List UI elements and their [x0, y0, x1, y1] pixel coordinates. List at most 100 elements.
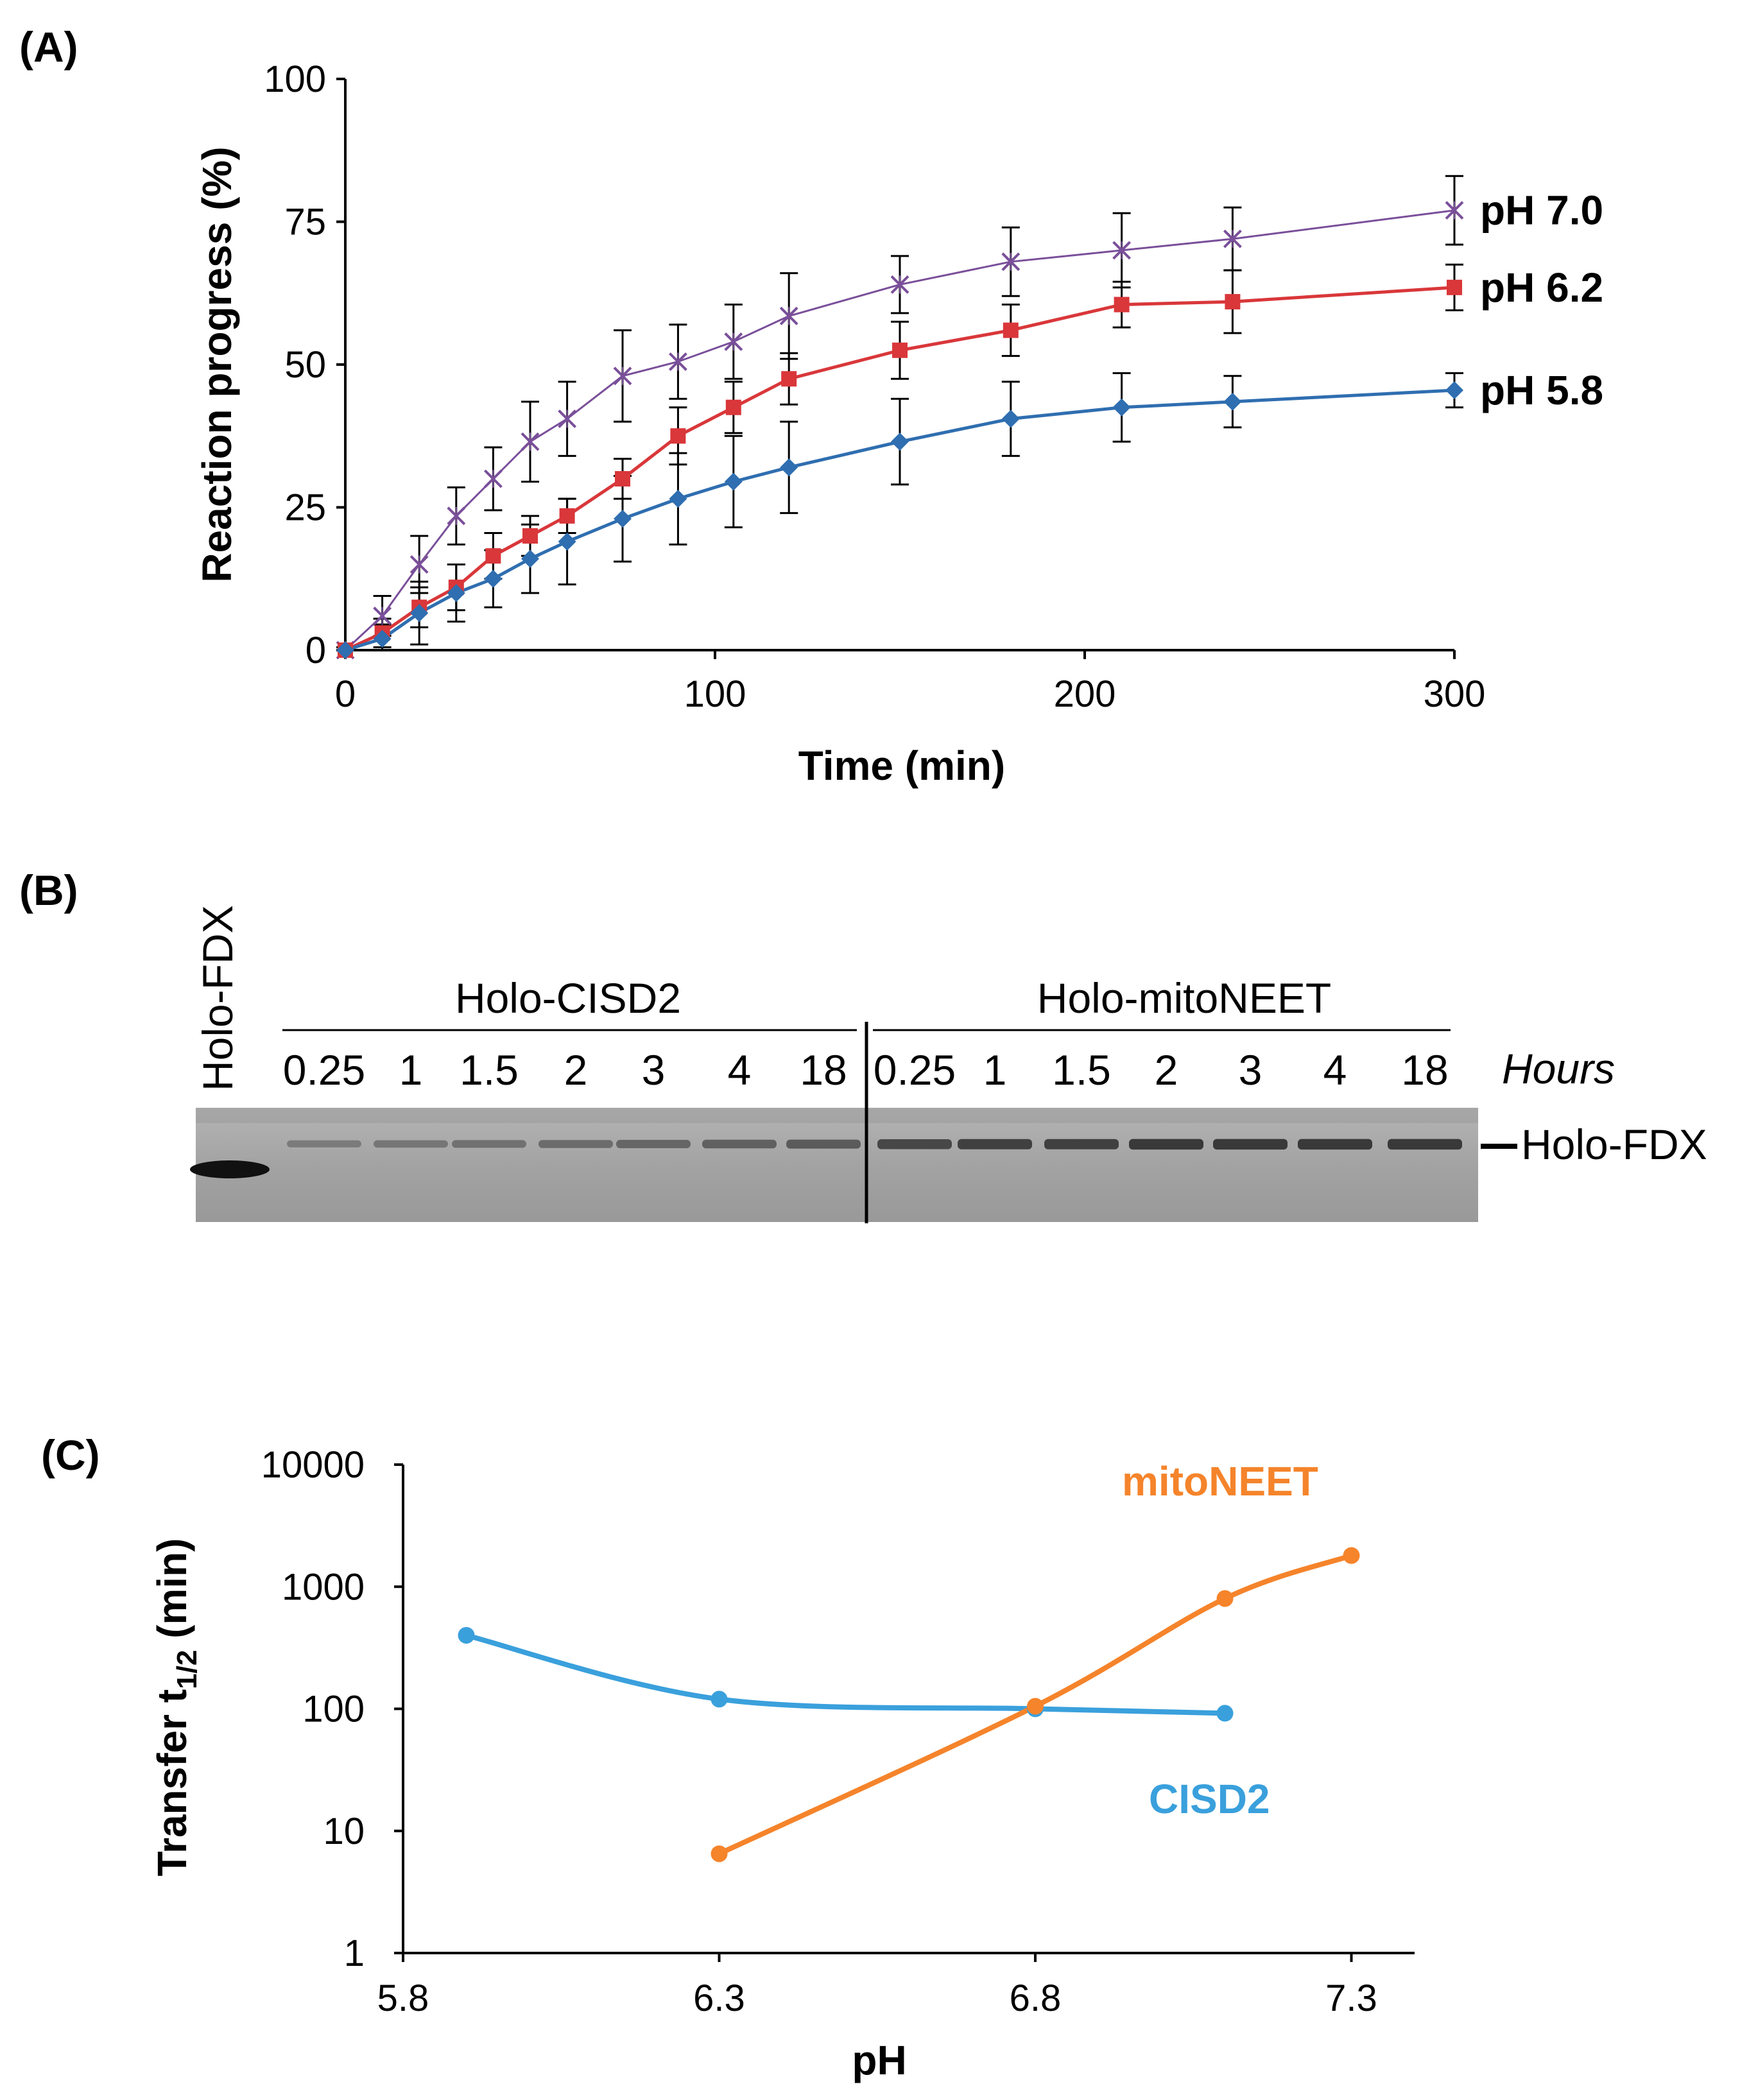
gel-band-holo-fdx-standard — [190, 1160, 270, 1178]
chart-c-point-mitoneet — [1216, 1590, 1234, 1607]
chart-c-point-mitoneet — [1027, 1698, 1044, 1715]
chart-c-point-cisd2 — [711, 1691, 728, 1708]
chart-a-series-line-ph-7-0 — [344, 209, 1455, 651]
chart-a-point-ph-6-2 — [485, 548, 501, 564]
panel-b-label: (B) — [19, 866, 78, 914]
gel-band-holo-cisd2-18 — [786, 1139, 861, 1149]
chart-a-point-ph-5-8 — [1445, 381, 1463, 400]
chart-c-y-tick-label: 1 — [344, 1932, 365, 1974]
chart-a-point-ph-6-2 — [781, 371, 797, 387]
gel-lane-label-holo-cisd2-0-25: 0.25 — [283, 1046, 365, 1094]
gel-band-holo-cisd2-3 — [616, 1140, 691, 1148]
chart-a-series-label-ph-5-8: pH 5.8 — [1480, 367, 1603, 413]
gel-band-holo-cisd2-0-25 — [287, 1140, 361, 1148]
chart-c-series-line-cisd2 — [463, 1633, 1228, 1716]
chart-c-y-tick-label: 100 — [302, 1689, 365, 1730]
chart-a-point-ph-5-8 — [1112, 398, 1131, 417]
chart-a-x-title: Time (min) — [798, 743, 1005, 789]
chart-a-point-ph-7-0 — [1445, 201, 1464, 220]
chart-a-point-ph-6-2 — [1225, 294, 1241, 310]
chart-c-series-line-mitoneet — [716, 1553, 1354, 1857]
gel-lane-label-holo-mitoneet-1: 1 — [983, 1046, 1007, 1094]
chart-c-x-tick-label: 5.8 — [377, 1977, 429, 2019]
chart-c-y-title: Transfer t1/2 (min) — [149, 1538, 203, 1876]
chart-c-y-tick-label: 1000 — [282, 1566, 365, 1608]
chart-a-point-ph-7-0 — [483, 469, 503, 488]
chart-c-y-title-unit: (min) — [149, 1538, 195, 1649]
gel-band-holo-mitoneet-3 — [1213, 1139, 1288, 1150]
chart-c-y-title-main: Transfer t — [149, 1689, 195, 1877]
chart-a-point-ph-5-8 — [373, 630, 392, 648]
chart-a-point-ph-6-2 — [892, 342, 908, 358]
chart-a-point-ph-6-2 — [670, 428, 686, 444]
chart-c-x-tick-label: 6.8 — [1010, 1977, 1062, 2019]
chart-a-point-ph-5-8 — [780, 458, 798, 477]
chart-c-point-mitoneet — [1343, 1547, 1360, 1564]
chart-a-point-ph-7-0 — [668, 352, 687, 371]
chart-a-y-tick-label: 0 — [306, 630, 326, 671]
chart-c-y-tick-label: 10000 — [261, 1444, 365, 1486]
gel-band-holo-mitoneet-2 — [1129, 1139, 1203, 1150]
chart-a-point-ph-6-2 — [615, 471, 630, 486]
chart-c-x-tick-label: 6.3 — [693, 1977, 745, 2019]
chart-c-x-tick-label: 7.3 — [1325, 1977, 1377, 2019]
gel-group-label-mitoneet: Holo-mitoNEET — [1037, 974, 1331, 1022]
chart-a-series-line-ph-6-2 — [344, 286, 1455, 652]
chart-a-point-ph-7-0 — [1001, 252, 1021, 271]
chart-a-point-ph-5-8 — [558, 532, 576, 551]
gel-band-holo-cisd2-4 — [702, 1139, 777, 1149]
gel-background — [196, 1108, 1478, 1222]
gel-lane-label-holo-cisd2-3: 3 — [642, 1046, 666, 1094]
chart-a-point-ph-5-8 — [447, 584, 465, 602]
chart-a-point-ph-5-8 — [336, 641, 354, 659]
chart-a-x-tick-label: 0 — [335, 673, 356, 715]
chart-a-point-ph-7-0 — [447, 506, 466, 526]
chart-c-series-label-mitoneet: mitoNEET — [1122, 1458, 1318, 1504]
gel-band-holo-mitoneet-1 — [958, 1139, 1032, 1149]
chart-a-point-ph-7-0 — [613, 366, 632, 386]
chart-a-series-line-ph-5-8 — [345, 388, 1455, 652]
chart-a-point-ph-6-2 — [1003, 322, 1019, 338]
chart-a-y-tick-label: 25 — [284, 487, 326, 529]
gel-band-label: Holo-FDX — [1521, 1121, 1707, 1168]
gel-lane-label-holo-cisd2-1-5: 1.5 — [460, 1046, 519, 1094]
chart-c-point-cisd2 — [1216, 1705, 1234, 1722]
chart-c-series-label-cisd2: CISD2 — [1149, 1776, 1270, 1822]
chart-a-point-ph-5-8 — [484, 569, 503, 588]
gel-band-holo-mitoneet-18 — [1388, 1139, 1462, 1150]
chart-a-point-ph-7-0 — [521, 432, 540, 451]
chart-a-point-ph-7-0 — [724, 332, 743, 351]
chart-a-point-ph-5-8 — [521, 549, 539, 568]
chart-a-point-ph-6-2 — [1114, 297, 1130, 313]
gel-band-holo-mitoneet-1-5 — [1044, 1139, 1119, 1149]
chart-a-x-tick-label: 100 — [684, 673, 746, 715]
gel-group-label-cisd2: Holo-CISD2 — [455, 974, 681, 1022]
chart-a-point-ph-5-8 — [724, 472, 743, 491]
chart-a-point-ph-5-8 — [1223, 392, 1242, 411]
gel-lane-label-holo-mitoneet-4: 4 — [1323, 1046, 1347, 1094]
gel-lane-label-holo-cisd2-2: 2 — [564, 1046, 588, 1094]
chart-a-point-ph-7-0 — [558, 409, 577, 428]
chart-a-x-tick-label: 300 — [1424, 673, 1486, 715]
chart-a-point-ph-5-8 — [669, 490, 687, 508]
chart-c: 1 10 100 1000 10000 5.8 6.3 6.8 7.3 mitoNEET CIS… — [149, 1444, 1415, 2083]
chart-a-series-label-ph-6-2: pH 6.2 — [1480, 264, 1603, 311]
gel-lane-label-holo-mitoneet-18: 18 — [1401, 1046, 1448, 1094]
gel-top-shading — [196, 1108, 1478, 1123]
chart-a-y-tick-label: 100 — [264, 58, 326, 100]
gel-band-holo-cisd2-1-5 — [452, 1140, 526, 1148]
panel-a-label: (A) — [19, 23, 78, 71]
gel-lane-label-holo-fdx: Holo-FDX — [194, 905, 241, 1091]
gel-lane-label-holo-cisd2-4: 4 — [728, 1046, 752, 1094]
chart-c-point-cisd2 — [458, 1626, 475, 1644]
chart-a-y-tick-label: 75 — [284, 202, 326, 243]
chart-a-point-ph-7-0 — [890, 275, 909, 294]
gel-band-holo-mitoneet-0-25 — [877, 1139, 952, 1149]
chart-a-point-ph-5-8 — [1001, 409, 1020, 428]
chart-a-point-ph-6-2 — [725, 399, 741, 415]
chart-c-point-mitoneet — [711, 1845, 728, 1863]
chart-a-point-ph-7-0 — [1112, 241, 1132, 260]
chart-a-point-ph-5-8 — [614, 510, 632, 528]
